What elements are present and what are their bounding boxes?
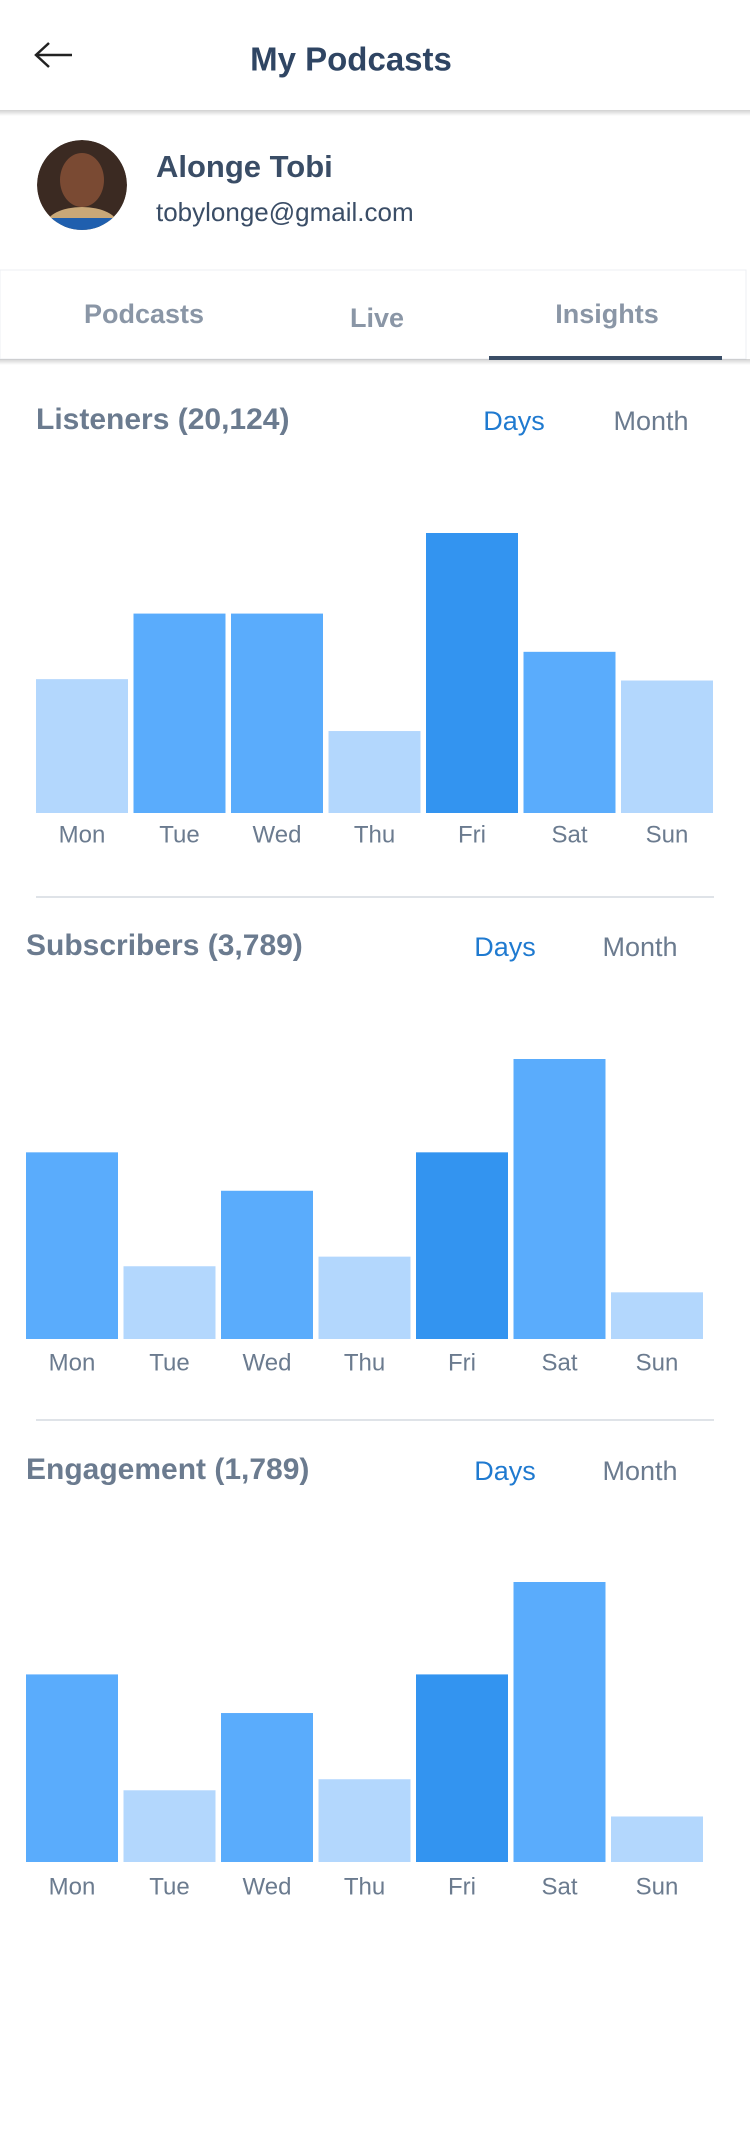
tab[interactable]: Insights bbox=[555, 299, 659, 329]
bar bbox=[611, 1292, 703, 1339]
x-label: Wed bbox=[243, 1349, 292, 1376]
tab-indicator bbox=[489, 356, 722, 360]
x-label: Wed bbox=[243, 1873, 292, 1900]
x-label: Mon bbox=[49, 1873, 96, 1900]
bar bbox=[318, 1256, 411, 1339]
bar bbox=[221, 1190, 313, 1339]
profile-email: tobylonge@gmail.com bbox=[156, 197, 414, 227]
bar bbox=[133, 613, 226, 813]
bar bbox=[523, 651, 616, 813]
bar bbox=[26, 1674, 118, 1862]
bar bbox=[231, 613, 323, 813]
x-label: Tue bbox=[149, 1349, 189, 1376]
period-option[interactable]: Month bbox=[602, 932, 677, 962]
bar bbox=[318, 1779, 411, 1862]
bar bbox=[416, 1152, 508, 1339]
period-option[interactable]: Days bbox=[474, 1456, 536, 1486]
period-option[interactable]: Days bbox=[483, 406, 545, 436]
x-label: Mon bbox=[59, 821, 106, 848]
x-label: Tue bbox=[159, 821, 199, 848]
period-option[interactable]: Month bbox=[602, 1456, 677, 1486]
bar bbox=[123, 1790, 216, 1862]
back-button[interactable] bbox=[34, 42, 72, 68]
x-label: Fri bbox=[448, 1349, 476, 1376]
x-label: Thu bbox=[344, 1349, 385, 1376]
tab[interactable]: Live bbox=[350, 303, 404, 333]
x-label: Sat bbox=[551, 821, 587, 848]
x-label: Sun bbox=[636, 1349, 679, 1376]
x-label: Thu bbox=[344, 1873, 385, 1900]
x-label: Sun bbox=[646, 821, 689, 848]
app-bar-shadow bbox=[0, 110, 750, 116]
chart-title: Engagement (1,789) bbox=[26, 1453, 309, 1486]
bar bbox=[621, 680, 713, 813]
tab-bar-shadow bbox=[0, 359, 750, 365]
bar bbox=[123, 1266, 216, 1339]
x-label: Fri bbox=[458, 821, 486, 848]
x-label: Fri bbox=[448, 1873, 476, 1900]
avatar bbox=[37, 140, 127, 230]
bar bbox=[611, 1816, 703, 1862]
x-label: Sat bbox=[541, 1873, 577, 1900]
x-label: Wed bbox=[253, 821, 302, 848]
chart-title: Listeners (20,124) bbox=[36, 403, 289, 436]
bar bbox=[513, 1582, 606, 1862]
chart-title: Subscribers (3,789) bbox=[26, 929, 303, 962]
x-label: Mon bbox=[49, 1349, 96, 1376]
bar bbox=[416, 1674, 508, 1862]
period-option[interactable]: Month bbox=[613, 406, 688, 436]
x-label: Sun bbox=[636, 1873, 679, 1900]
x-label: Sat bbox=[541, 1349, 577, 1376]
x-label: Thu bbox=[354, 821, 395, 848]
bar bbox=[328, 731, 421, 813]
app-bar bbox=[0, 0, 750, 110]
x-label: Tue bbox=[149, 1873, 189, 1900]
bar bbox=[26, 1152, 118, 1339]
bar bbox=[221, 1713, 313, 1862]
profile-name: Alonge Tobi bbox=[156, 149, 333, 184]
tab-bar bbox=[0, 269, 747, 360]
bar bbox=[513, 1059, 606, 1339]
tab[interactable]: Podcasts bbox=[84, 299, 204, 329]
page-title: My Podcasts bbox=[250, 41, 452, 78]
bar bbox=[426, 533, 518, 813]
period-option[interactable]: Days bbox=[474, 932, 536, 962]
bar bbox=[36, 679, 128, 813]
